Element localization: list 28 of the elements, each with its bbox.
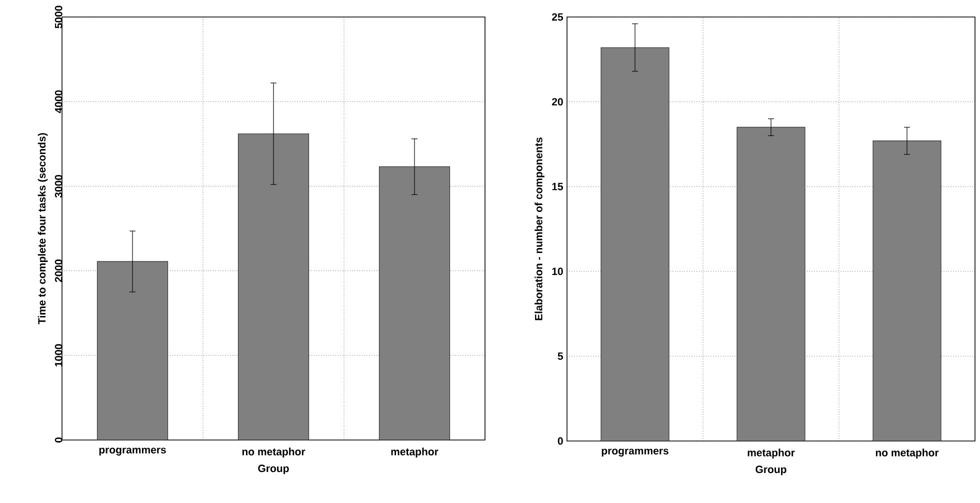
y-tick-label: 5 (558, 352, 563, 360)
bar (96, 261, 168, 440)
y-tick-label: 25 (552, 13, 563, 21)
y-tick-label: 3000 (54, 174, 62, 198)
y-tick-label: 0 (558, 437, 563, 445)
y-axis-title: Elaboration - number of components (534, 138, 544, 320)
x-tick-label: programmers (602, 448, 668, 457)
x-tick-label: programmers (99, 448, 166, 456)
x-axis-title: Group (258, 464, 289, 474)
x-tick-label: metaphor (391, 448, 438, 458)
x-tick-label: metaphor (748, 448, 795, 458)
y-tick-label: 15 (552, 182, 563, 190)
y-axis-title: Time to complete four tasks (seconds) (38, 133, 48, 324)
bar (736, 126, 806, 441)
x-axis-title: Group (756, 466, 786, 476)
bar (872, 140, 942, 441)
x-tick-label: no metaphor (876, 448, 939, 458)
y-tick-label: 1000 (54, 344, 62, 366)
y-tick-label: 2000 (54, 260, 62, 282)
bar (378, 166, 450, 440)
bar (238, 133, 310, 440)
y-tick-label: 10 (552, 268, 563, 276)
y-tick-label: 20 (552, 98, 563, 106)
bar (600, 47, 670, 441)
x-tick-label: no metaphor (242, 448, 306, 458)
y-tick-label: 5000 (54, 6, 62, 28)
y-tick-label: 4000 (54, 90, 62, 114)
y-tick-label: 0 (54, 437, 62, 442)
